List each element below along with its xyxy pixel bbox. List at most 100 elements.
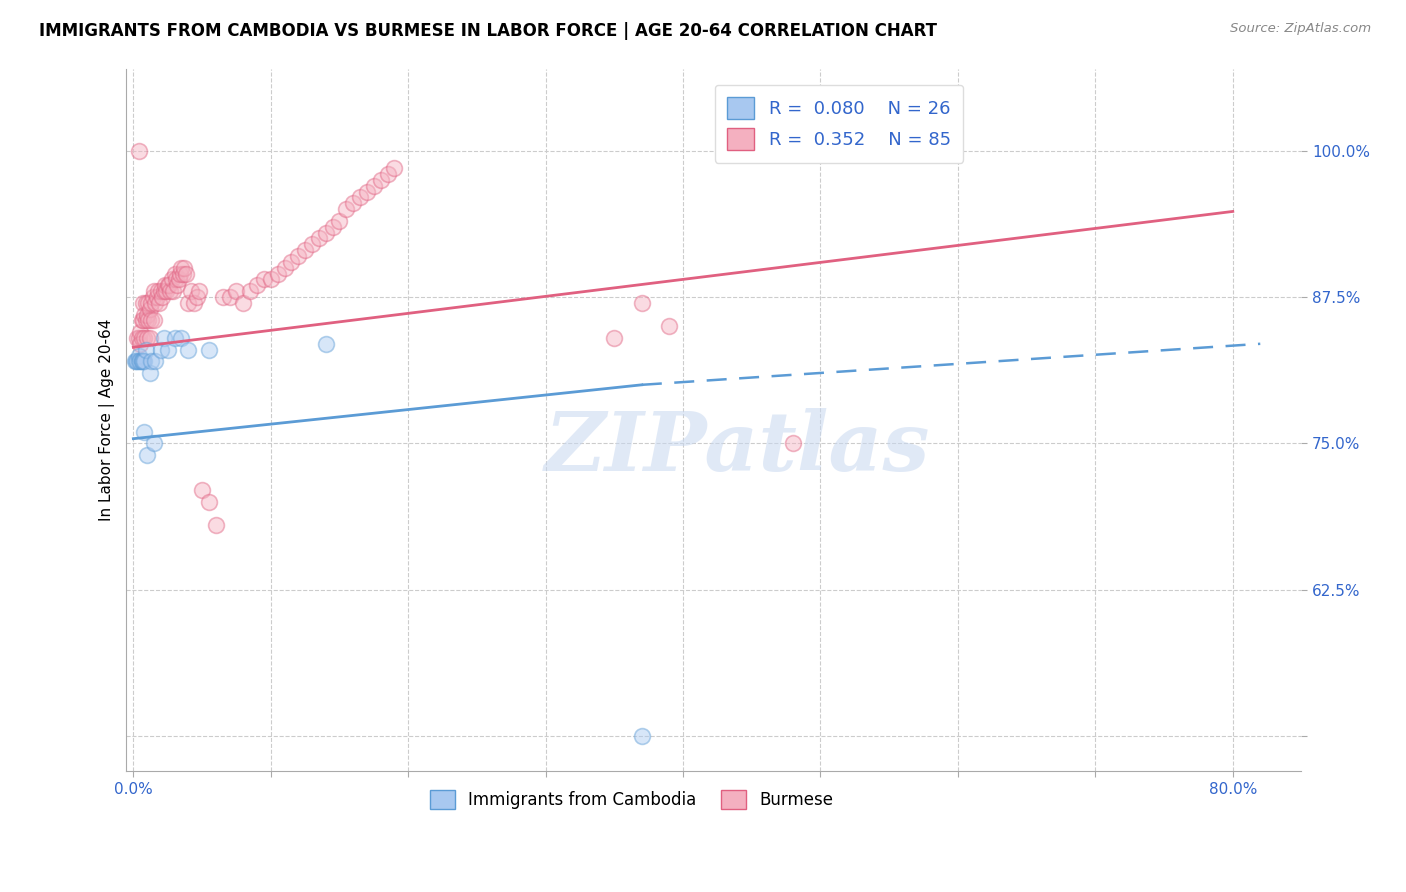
Point	[280, 255, 302, 269]
Point	[174, 267, 197, 281]
Point	[294, 243, 316, 257]
Point	[128, 331, 150, 345]
Point	[142, 290, 165, 304]
Point	[134, 354, 156, 368]
Point	[172, 267, 194, 281]
Point	[128, 354, 150, 368]
Point	[128, 349, 150, 363]
Point	[163, 267, 186, 281]
Point	[127, 331, 149, 345]
Point	[159, 284, 181, 298]
Point	[134, 425, 156, 439]
Point	[273, 260, 295, 275]
Point	[322, 219, 344, 234]
Point	[198, 495, 221, 509]
Point	[301, 237, 323, 252]
Point	[129, 336, 152, 351]
Point	[658, 319, 681, 334]
Point	[287, 249, 309, 263]
Text: Source: ZipAtlas.com: Source: ZipAtlas.com	[1230, 22, 1371, 36]
Point	[156, 278, 179, 293]
Point	[146, 284, 169, 298]
Point	[131, 354, 153, 368]
Point	[141, 295, 163, 310]
Point	[136, 308, 159, 322]
Point	[150, 290, 173, 304]
Point	[129, 354, 152, 368]
Point	[153, 278, 176, 293]
Point	[177, 295, 200, 310]
Point	[183, 295, 205, 310]
Point	[377, 167, 399, 181]
Point	[125, 354, 148, 368]
Point	[134, 308, 156, 322]
Point	[136, 331, 159, 345]
Point	[169, 267, 191, 281]
Point	[630, 729, 652, 743]
Point	[349, 190, 371, 204]
Point	[141, 354, 163, 368]
Point	[127, 354, 149, 368]
Point	[782, 436, 804, 450]
Point	[308, 231, 330, 245]
Point	[335, 202, 357, 216]
Point	[253, 272, 276, 286]
Point	[132, 295, 155, 310]
Point	[131, 331, 153, 345]
Point	[163, 331, 186, 345]
Point	[315, 226, 337, 240]
Point	[186, 290, 208, 304]
Point	[328, 214, 350, 228]
Point	[132, 354, 155, 368]
Point	[143, 354, 166, 368]
Point	[139, 331, 162, 345]
Point	[131, 313, 153, 327]
Point	[170, 331, 193, 345]
Point	[239, 284, 262, 298]
Point	[128, 144, 150, 158]
Point	[363, 178, 385, 193]
Point	[160, 272, 183, 286]
Point	[162, 284, 184, 298]
Point	[166, 278, 188, 293]
Point	[124, 354, 146, 368]
Point	[173, 260, 195, 275]
Point	[384, 161, 406, 175]
Point	[131, 354, 153, 368]
Point	[149, 343, 172, 357]
Point	[204, 518, 226, 533]
Point	[135, 295, 157, 310]
Point	[260, 272, 283, 286]
Point	[134, 331, 156, 345]
Point	[246, 278, 269, 293]
Point	[342, 196, 364, 211]
Point	[139, 366, 162, 380]
Point	[138, 295, 160, 310]
Point	[152, 284, 174, 298]
Point	[145, 290, 167, 304]
Point	[148, 295, 170, 310]
Point	[155, 284, 177, 298]
Point	[188, 284, 211, 298]
Point	[135, 343, 157, 357]
Point	[630, 295, 652, 310]
Text: ZIPatlas: ZIPatlas	[544, 408, 931, 488]
Point	[139, 301, 162, 316]
Point	[129, 325, 152, 339]
Point	[143, 436, 166, 450]
Point	[177, 343, 200, 357]
Point	[370, 173, 392, 187]
Point	[180, 284, 202, 298]
Point	[141, 313, 163, 327]
Point	[136, 448, 159, 462]
Point	[315, 336, 337, 351]
Point	[135, 313, 157, 327]
Point	[143, 313, 166, 327]
Point	[198, 343, 221, 357]
Point	[218, 290, 240, 304]
Point	[157, 278, 180, 293]
Y-axis label: In Labor Force | Age 20-64: In Labor Force | Age 20-64	[100, 318, 115, 521]
Point	[603, 331, 626, 345]
Point	[149, 284, 172, 298]
Point	[167, 272, 190, 286]
